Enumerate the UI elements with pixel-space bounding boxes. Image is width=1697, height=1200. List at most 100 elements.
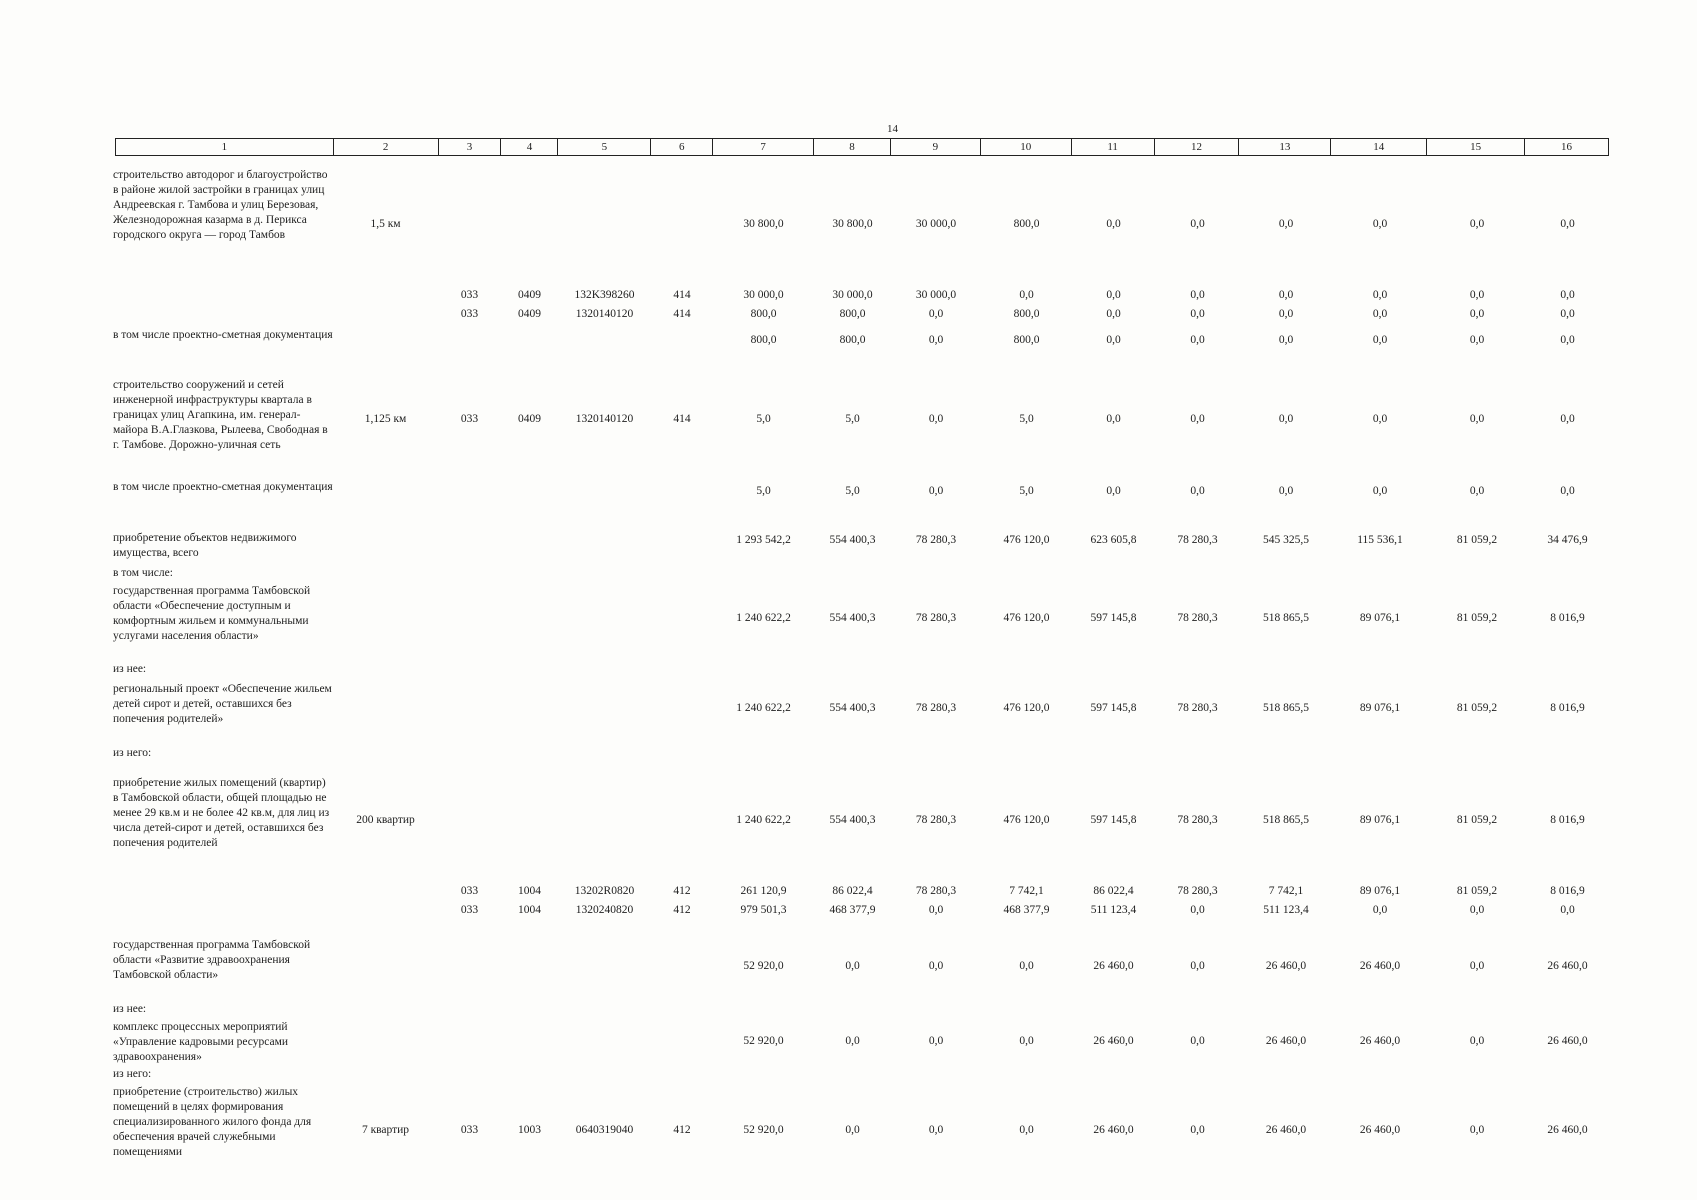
table-cell: 0,0: [1560, 485, 1575, 497]
table-cell: 412: [673, 904, 691, 916]
table-cell: 5,0: [756, 413, 771, 425]
row-description: приобретение жилых помещений (квартир) в…: [113, 777, 330, 849]
table-cell: 800,0: [1013, 218, 1040, 230]
header-cell: 10: [981, 139, 1072, 155]
table-cell: 8 016,9: [1550, 612, 1585, 624]
header-cell: 16: [1561, 141, 1573, 153]
table-cell: 78 280,3: [915, 814, 957, 826]
row-description: из нее:: [113, 1003, 147, 1015]
table-cell: 1 240 622,2: [736, 702, 791, 714]
table-cell: 26 460,0: [1359, 960, 1401, 972]
table-cell: 30 000,0: [915, 289, 957, 301]
row-description: из него:: [113, 1068, 152, 1080]
table-cell: 033: [460, 413, 479, 425]
table-cell: 033: [460, 1124, 479, 1136]
header-cell: 6: [651, 139, 714, 155]
row-description: в том числе проектно-сметная документаци…: [113, 481, 333, 493]
table-cell: 13202R0820: [574, 885, 635, 897]
table-cell: 0,0: [1019, 289, 1034, 301]
table-cell: 1320240820: [575, 904, 634, 916]
table-cell: 30 800,0: [743, 218, 784, 230]
table-cell: 78 280,3: [915, 702, 957, 714]
table-cell: 89 076,1: [1359, 814, 1401, 826]
table-cell: 511 123,4: [1263, 904, 1309, 916]
table-cell: 800,0: [839, 308, 866, 320]
header-cell: 3: [439, 139, 502, 155]
table-cell: 033: [460, 308, 479, 320]
table-cell: 0,0: [1372, 289, 1388, 301]
table-cell: 623 605,8: [1090, 534, 1137, 546]
table-cell: 0,0: [1278, 413, 1294, 425]
table-cell: 468 377,9: [1003, 904, 1050, 916]
table-header: 1 2 3 4 5 6 7 8 9 10 11 12 13 14 15 16: [115, 138, 1609, 156]
table-cell: 115 536,1: [1357, 534, 1403, 546]
table-cell: 1004: [518, 885, 541, 897]
table-cell: 0,0: [1469, 485, 1485, 497]
table-cell: 468 377,9: [829, 904, 876, 916]
table-row: 52 920,0 0,0 0,0 0,0 26 460,0 0,0 26 460,0 26 4…: [0, 960, 1697, 976]
table-cell: 0,0: [928, 960, 944, 972]
table-cell: 7 742,1: [1009, 885, 1044, 897]
table-cell: 0,0: [1469, 413, 1485, 425]
table-cell: 0,0: [845, 1035, 860, 1047]
table-cell: 81 059,2: [1456, 885, 1498, 897]
table-cell: 7 742,1: [1268, 885, 1304, 897]
table-cell: 518 865,5: [1263, 702, 1309, 714]
table-cell: 0,0: [1372, 413, 1388, 425]
table-cell: 89 076,1: [1359, 885, 1401, 897]
table-cell: 0,0: [928, 308, 944, 320]
table-cell: 200 квартир: [356, 814, 415, 826]
table-cell: 0,0: [928, 904, 944, 916]
table-cell: 26 460,0: [1093, 1035, 1134, 1047]
table-cell: 412: [673, 885, 691, 897]
header-cell: 7: [713, 139, 815, 155]
table-cell: 0,0: [1278, 218, 1294, 230]
table-cell: 78 280,3: [1177, 814, 1218, 826]
table-cell: 0,0: [1190, 289, 1205, 301]
table-row: 5,0 5,0 0,0 5,0 0,0 0,0 0,0 0,0 0,0 0,0: [0, 485, 1697, 501]
table-cell: 0,0: [1469, 218, 1485, 230]
table-cell: 7 квартир: [361, 1124, 410, 1136]
header-cell: 8: [814, 139, 891, 155]
table-cell: 5,0: [1019, 413, 1034, 425]
table-cell: 0,0: [1106, 413, 1121, 425]
table-cell: 0,0: [1019, 1124, 1034, 1136]
header-cell: 14: [1331, 139, 1428, 155]
table-row: 200 квартир 1 240 622,2 554 400,3 78 280,3 4…: [0, 814, 1697, 830]
table-cell: 554 400,3: [829, 702, 876, 714]
table-cell: 78 280,3: [1177, 702, 1218, 714]
table-cell: 1003: [518, 1124, 541, 1136]
table-row: 800,0 800,0 0,0 800,0 0,0 0,0 0,0 0,0 0,0 0,0: [0, 334, 1697, 350]
header-cell: 12: [1155, 139, 1240, 155]
header-cell: 1: [116, 139, 334, 155]
table-cell: 0,0: [1190, 485, 1205, 497]
table-cell: 0,0: [928, 485, 944, 497]
table-cell: 26 460,0: [1093, 960, 1134, 972]
page-number: 14: [887, 123, 898, 135]
table-cell: 0,0: [1106, 218, 1121, 230]
table-cell: 86 022,4: [1093, 885, 1134, 897]
row-description: в том числе проектно-сметная документаци…: [113, 329, 333, 341]
table-cell: 5,0: [845, 413, 860, 425]
table-cell: 0,0: [1190, 334, 1205, 346]
table-cell: 0409: [518, 308, 541, 320]
row-description: из нее:: [113, 663, 147, 675]
table-cell: 0,0: [1190, 413, 1205, 425]
table-cell: 0,0: [1560, 413, 1575, 425]
table-cell: 0,0: [1469, 308, 1485, 320]
table-cell: 0,0: [928, 413, 944, 425]
table-cell: 800,0: [750, 334, 777, 346]
table-cell: 0409: [518, 289, 541, 301]
row-description: в том числе:: [113, 567, 173, 579]
table-cell: 597 145,8: [1090, 702, 1137, 714]
table-cell: 5,0: [756, 485, 771, 497]
row-description: приобретение (строительство) жилых помещ…: [113, 1086, 312, 1158]
table-cell: 0,0: [1469, 960, 1485, 972]
table-cell: 800,0: [839, 334, 866, 346]
table-cell: 0,0: [1469, 1035, 1485, 1047]
table-cell: 476 120,0: [1003, 814, 1050, 826]
table-cell: 800,0: [750, 308, 777, 320]
table-cell: 800,0: [1013, 308, 1040, 320]
table-cell: 0,0: [1106, 308, 1121, 320]
table-cell: 033: [460, 904, 479, 916]
